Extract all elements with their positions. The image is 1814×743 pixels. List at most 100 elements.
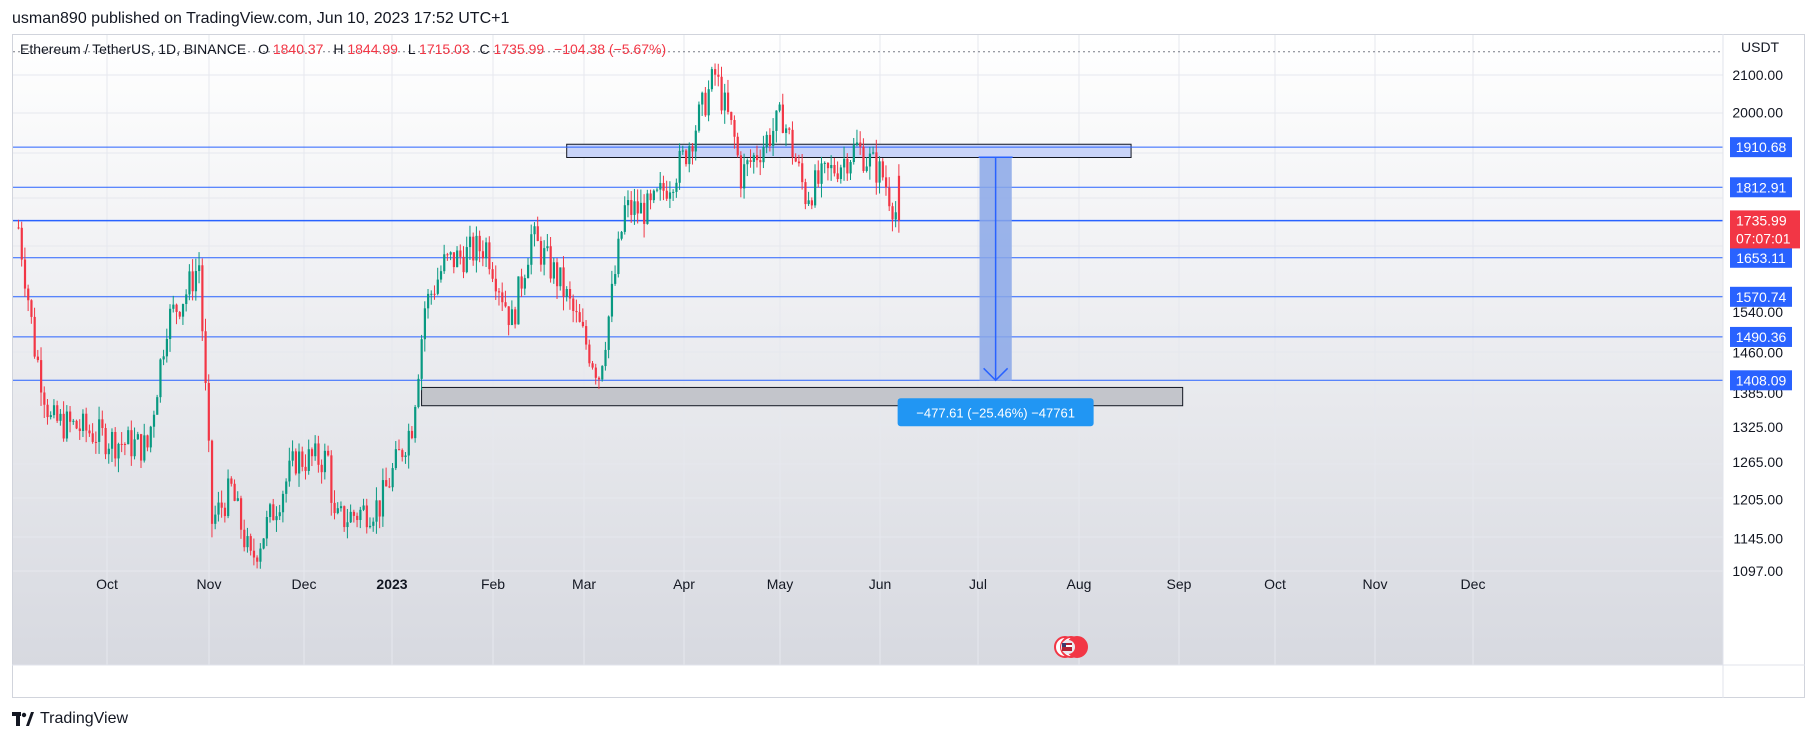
candle-body [159, 359, 162, 398]
candle-body [707, 89, 710, 116]
candle-body [888, 187, 891, 207]
price-level-value: 1812.91 [1736, 179, 1787, 195]
price-axis-tick: 1460.00 [1732, 345, 1783, 361]
candle-body [520, 276, 523, 289]
candle-body [881, 161, 884, 178]
candle-body [65, 411, 69, 439]
candle-body [468, 236, 472, 248]
candle-body [320, 464, 323, 473]
candle-body [43, 392, 46, 405]
candle-body [585, 326, 588, 345]
candle-body [269, 504, 272, 518]
legend-close-value: 1735.99 [494, 41, 545, 57]
candle-body [749, 160, 752, 162]
candle-body [98, 419, 101, 442]
price-axis-tick: 1205.00 [1732, 491, 1783, 507]
price-chart[interactable]: −477.61 (−25.46%) −47761 2100.00 2000.00 1… [12, 34, 1805, 698]
candle-body [391, 468, 394, 488]
time-axis-tick: Aug [1067, 576, 1092, 592]
price-level-label: 1812.91 [1730, 177, 1792, 198]
candle-body [388, 486, 391, 488]
candle-body [72, 420, 75, 422]
candle-body [223, 507, 227, 517]
price-axis[interactable]: 2100.002000.001540.001460.001385.001325.… [1732, 67, 1783, 579]
time-axis-tick: Jun [869, 576, 892, 592]
candle-body [501, 292, 504, 303]
candle-body [875, 152, 878, 183]
candle-body [88, 430, 91, 434]
candle-body [685, 150, 688, 165]
candle-body [523, 278, 526, 289]
candle-body [575, 310, 578, 313]
candle-body [401, 450, 404, 458]
candle-body [755, 155, 759, 161]
candle-body [101, 419, 104, 429]
time-axis-tick: Sep [1167, 576, 1192, 592]
candle-body [762, 147, 765, 163]
candle-body [891, 206, 894, 220]
candle-body [801, 163, 804, 183]
last-price-label: 1735.99 07:07:01 [1730, 210, 1800, 249]
candle-body [743, 164, 746, 189]
footer-brand-name: TradingView [40, 710, 129, 727]
candle-body [104, 428, 107, 455]
candle-body [246, 536, 249, 548]
events-icon[interactable] [1054, 636, 1088, 658]
price-level-value: 1910.68 [1736, 139, 1787, 155]
time-axis-tick: Dec [1461, 576, 1486, 592]
candle-body [281, 493, 285, 513]
resistance-zone[interactable] [566, 143, 1132, 159]
candle-body [626, 200, 630, 206]
candle-body [768, 134, 772, 146]
candle-body [368, 525, 372, 528]
chart-legend[interactable]: Ethereum / TetherUS, 1D, BINANCE O 1840.… [20, 41, 666, 57]
legend-low-label: L [408, 41, 416, 57]
price-level-label: 1910.68 [1730, 137, 1792, 158]
currency-label: USDT [1741, 39, 1780, 55]
candle-body [323, 450, 327, 473]
candle-body [78, 428, 81, 431]
time-axis[interactable]: Oct Nov Dec 2023 Feb Mar Apr May Jun Jul Aug Sep Oct… [96, 576, 1485, 592]
candle-body [417, 378, 420, 407]
candle-body [198, 265, 201, 272]
candle-body [398, 449, 401, 451]
candle-body [227, 478, 230, 517]
candle-body [662, 183, 665, 191]
candle-body [252, 550, 256, 558]
candle-body [349, 511, 352, 523]
candle-body [288, 460, 291, 482]
candle-body [239, 498, 243, 530]
candle-body [56, 405, 59, 421]
candle-body [878, 161, 881, 183]
candle-body [691, 146, 694, 152]
candle-body [559, 267, 562, 287]
last-price-bg [1730, 210, 1800, 249]
candle-body [172, 304, 175, 309]
candle-body [578, 312, 581, 322]
candle-body [478, 235, 481, 252]
candle-body [69, 411, 72, 422]
price-range-measure[interactable]: −477.61 (−25.46%) −47761 [897, 156, 1094, 427]
price-level-label: 1408.09 [1730, 370, 1792, 391]
candle-body [665, 190, 668, 199]
candle-body [485, 242, 488, 259]
candle-body [894, 212, 897, 220]
candle-body [117, 443, 120, 459]
candle-body [301, 451, 304, 467]
candle-body [733, 120, 736, 137]
candle-body [17, 227, 20, 229]
candle-body [736, 136, 739, 156]
candle-body [604, 349, 607, 367]
candle-body [214, 514, 217, 524]
candle-body [427, 293, 430, 309]
candle-body [475, 235, 478, 261]
candle-body [52, 405, 56, 416]
candle-body [730, 111, 733, 121]
candle-body [723, 92, 726, 111]
candle-body [381, 480, 385, 517]
candle-body [507, 306, 510, 326]
candle-body [517, 276, 520, 325]
footer-brand[interactable]: TradingView [12, 710, 128, 728]
price-level-label: 1490.36 [1730, 326, 1792, 347]
candle-body [410, 430, 414, 439]
